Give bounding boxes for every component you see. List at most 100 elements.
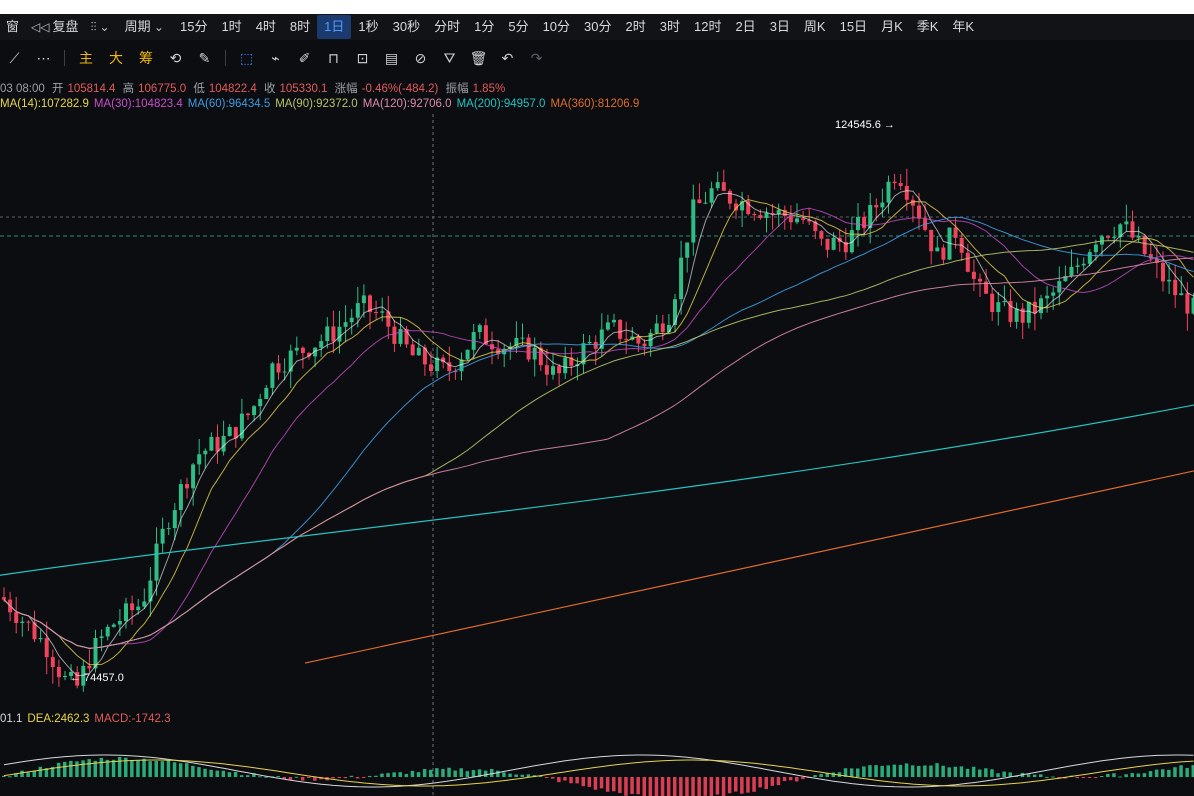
macd-bar — [1002, 771, 1006, 777]
tab-timeframe-17[interactable]: 周K — [803, 19, 826, 34]
price-chart[interactable]: 124545.6 → ← 74457.0 — [0, 14, 1194, 796]
tab-timeframe-5[interactable]: 1秒 — [358, 19, 379, 34]
candle-body — [727, 190, 732, 204]
tab-timeframe-16[interactable]: 3日 — [769, 19, 790, 34]
divider — [64, 50, 65, 66]
macd-bar — [740, 777, 744, 794]
candle-body — [435, 357, 440, 372]
indicator-chips-button[interactable]: 筹 — [139, 50, 153, 66]
hide-icon[interactable]: ⊘ — [414, 49, 427, 66]
macd-bar — [734, 777, 738, 792]
trash-icon[interactable]: 🗑 — [469, 49, 488, 66]
macd-bar — [435, 768, 439, 777]
tab-timeframe-10[interactable]: 10分 — [542, 19, 571, 34]
macd-bar — [685, 777, 689, 796]
macd-bar — [160, 761, 165, 777]
macd-bar — [618, 777, 622, 794]
macd-bar — [965, 768, 970, 777]
candle — [44, 621, 49, 675]
candle — [313, 347, 318, 367]
candle-body — [258, 399, 263, 407]
candle — [1124, 204, 1129, 232]
candle-body — [520, 337, 525, 339]
line-tool-icon[interactable]: ⟋ — [9, 49, 20, 66]
tab-timeframe-19[interactable]: 月K — [881, 19, 903, 34]
undo-icon[interactable]: ↶ — [501, 49, 514, 66]
tab-timeframe-14[interactable]: 12时 — [693, 19, 722, 34]
candle — [227, 424, 232, 437]
macd-legend-item-1: DEA:2462.3 — [27, 713, 90, 725]
period-selector[interactable]: 周期 ⌄ — [119, 14, 173, 40]
tab-timeframe-12[interactable]: 2时 — [625, 19, 646, 34]
macd-bar — [496, 770, 500, 777]
tab-timeframe-4[interactable]: 1日 — [317, 15, 352, 39]
candle-body — [971, 271, 976, 279]
candle — [605, 314, 610, 332]
tab-timeframe-7[interactable]: 分时 — [434, 19, 461, 34]
tab-timeframe-11[interactable]: 30分 — [584, 19, 612, 34]
tab-timeframe-3[interactable]: 8时 — [289, 19, 311, 34]
macd-bar — [1167, 769, 1171, 777]
macd-bar — [453, 770, 457, 777]
candle-body — [1112, 237, 1117, 239]
replay-button[interactable]: ◁◁ 复盘 — [25, 14, 84, 40]
macd-bar — [904, 763, 909, 777]
pen-icon[interactable]: ✎ — [198, 49, 211, 66]
tab-timeframe-13[interactable]: 3时 — [659, 19, 680, 34]
filter-icon[interactable]: ⛛ — [443, 49, 456, 66]
candle — [1130, 210, 1135, 241]
macd-bar — [1124, 774, 1128, 777]
tab-timeframe-8[interactable]: 1分 — [474, 19, 495, 34]
candle-body — [87, 665, 92, 669]
window-label[interactable]: 窗 — [6, 19, 20, 34]
candle-body — [862, 216, 867, 229]
compare-icon[interactable]: ⟲ — [169, 49, 182, 66]
tab-timeframe-18[interactable]: 15日 — [839, 19, 868, 34]
tab-timeframe-9[interactable]: 5分 — [508, 19, 529, 34]
macd-bar — [526, 774, 531, 777]
candle — [892, 173, 897, 190]
candle — [404, 326, 409, 348]
candle-body — [1026, 301, 1031, 323]
macd-bar — [1075, 777, 1080, 779]
candle — [453, 368, 458, 380]
dea-line — [3, 759, 1194, 787]
tab-timeframe-6[interactable]: 30秒 — [392, 19, 421, 34]
tab-timeframe-1[interactable]: 1时 — [221, 19, 242, 34]
macd-bar — [795, 777, 799, 782]
macd-bar — [191, 765, 195, 777]
lock-icon[interactable]: ⊡ — [356, 49, 369, 66]
candle-body — [337, 326, 342, 342]
redo-icon[interactable]: ↷ — [530, 49, 543, 66]
candle-body — [343, 322, 348, 327]
macd-bar — [1087, 777, 1092, 778]
tab-timeframe-2[interactable]: 4时 — [255, 19, 276, 34]
tab-timeframe-15[interactable]: 2日 — [735, 19, 756, 34]
candle-body — [20, 621, 25, 623]
cursor-icon[interactable]: ⬚ — [239, 49, 254, 66]
brush-icon[interactable]: ✐ — [298, 49, 311, 66]
indicator-main-button[interactable]: 主 — [79, 50, 93, 66]
macd-bar — [465, 771, 470, 777]
low-value: 104822.4 — [208, 83, 257, 95]
candle — [953, 217, 958, 249]
candle — [374, 300, 379, 320]
candle — [673, 293, 677, 333]
open-label: 开 — [51, 83, 64, 95]
ruler-icon[interactable]: ⌁ — [271, 49, 280, 66]
tab-timeframe-21[interactable]: 年K — [952, 19, 975, 34]
edit-icon[interactable]: ▤ — [384, 49, 399, 66]
magnet-icon[interactable]: ⊓ — [328, 49, 339, 66]
candle — [654, 314, 659, 335]
candle-body — [1032, 301, 1037, 314]
more-icon[interactable]: ⋯ — [36, 49, 51, 66]
tab-timeframe-20[interactable]: 季K — [916, 19, 939, 34]
candle-body — [300, 347, 305, 354]
macd-bar — [862, 766, 866, 777]
tab-timeframe-0[interactable]: 15分 — [179, 19, 208, 34]
indicator-big-button[interactable]: 大 — [109, 50, 123, 66]
macd-bar — [264, 776, 268, 778]
macd-bar — [715, 777, 720, 795]
candle-body — [105, 626, 110, 637]
chart-type-button[interactable]: ⫶⫶ ⌄ — [85, 14, 119, 40]
